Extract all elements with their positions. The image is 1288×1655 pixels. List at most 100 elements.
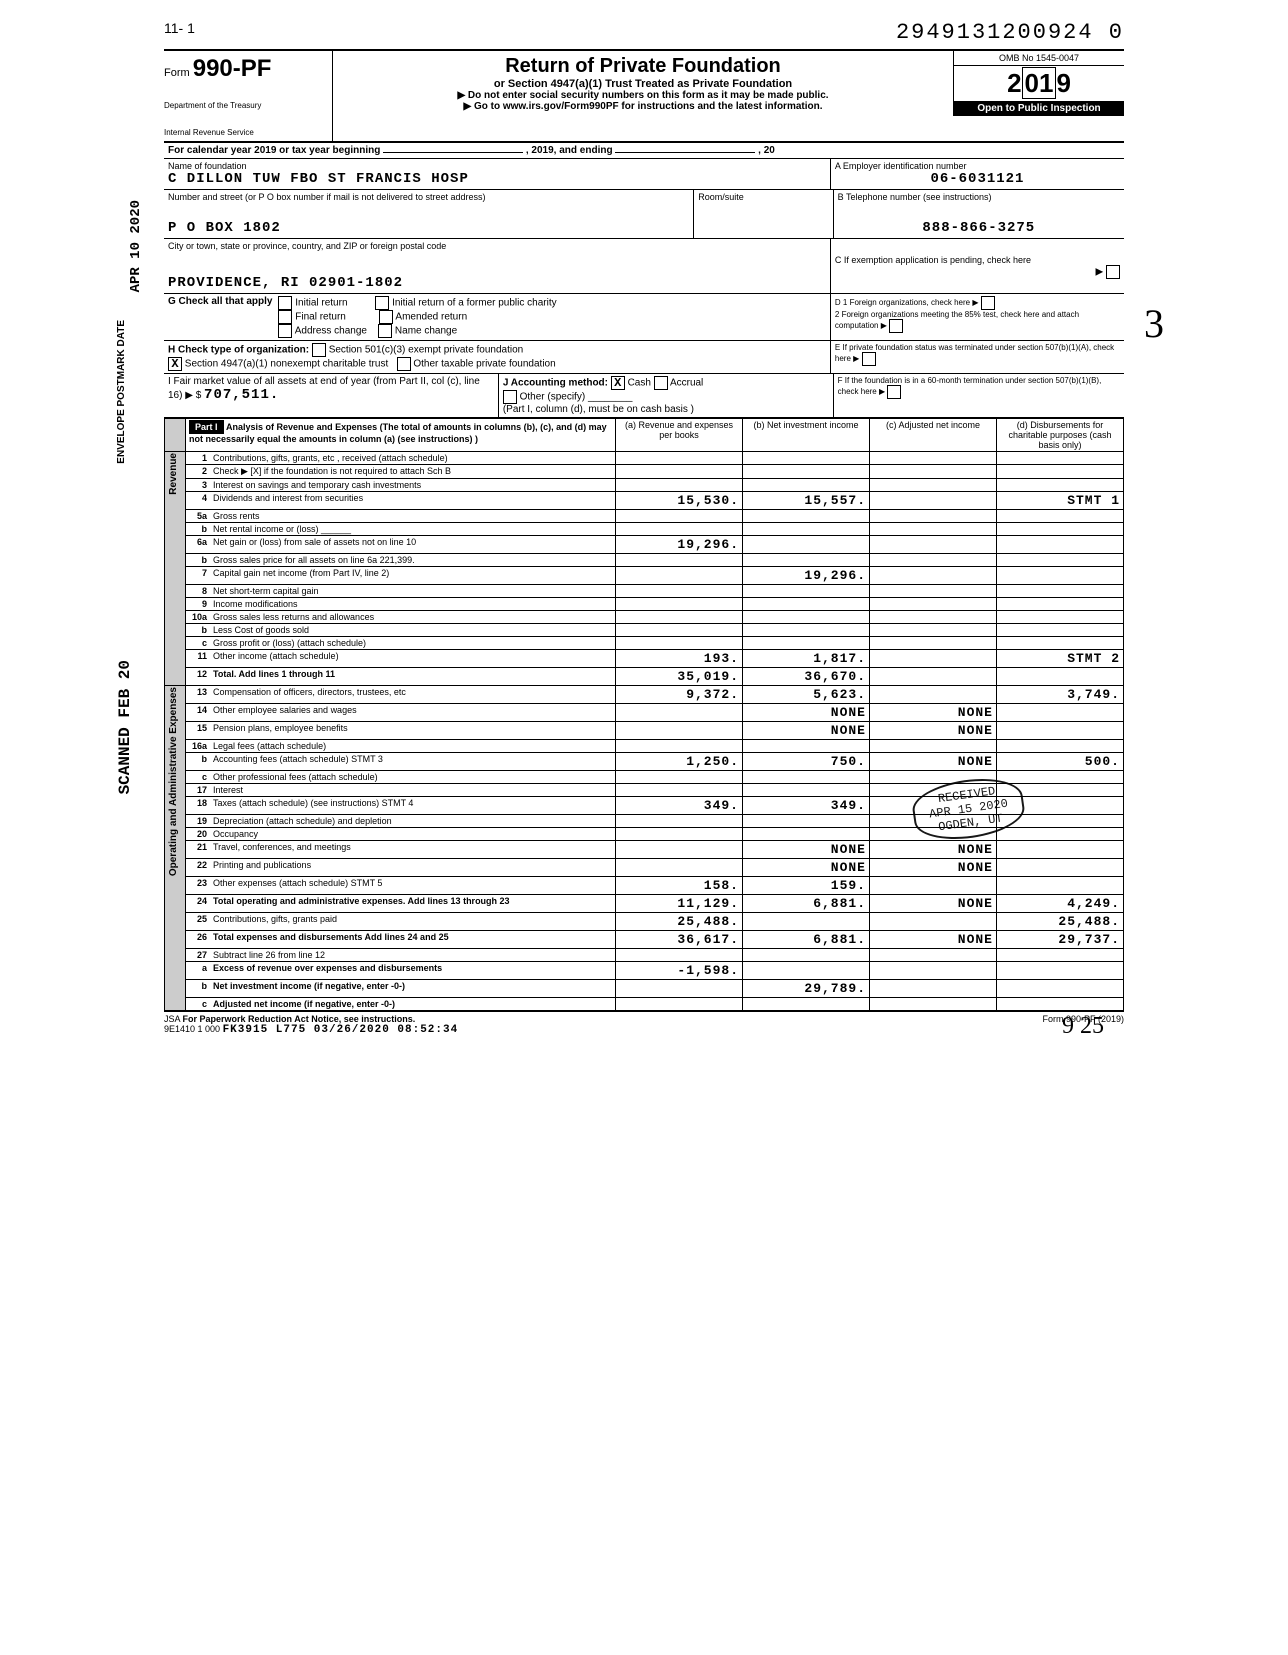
cell-col-b [743, 828, 870, 841]
e-label: E If private foundation status was termi… [835, 343, 1120, 366]
cell-col-c [870, 962, 997, 980]
cell-col-b: 159. [743, 877, 870, 895]
j-accrual: Accrual [670, 378, 703, 389]
j-cash: Cash [628, 378, 651, 389]
cell-col-c [870, 624, 997, 637]
cell-col-d [997, 828, 1124, 841]
line-description: Total operating and administrative expen… [210, 895, 616, 913]
dln-number: 2949131200924 0 [896, 20, 1124, 45]
cell-col-d [997, 998, 1124, 1011]
g-address-checkbox[interactable] [278, 324, 292, 338]
cell-col-b [743, 624, 870, 637]
cal-begin: For calendar year 2019 or tax year begin… [168, 145, 380, 156]
line-description: Gross sales price for all assets on line… [210, 554, 616, 567]
h3-checkbox[interactable] [397, 357, 411, 371]
line-description: Total expenses and disbursements Add lin… [210, 931, 616, 949]
line-number: 23 [186, 877, 211, 895]
cell-col-b [743, 962, 870, 980]
cell-col-b [743, 536, 870, 554]
j-note: (Part I, column (d), must be on cash bas… [503, 404, 694, 415]
h1-checkbox[interactable] [312, 343, 326, 357]
cell-col-b: 6,881. [743, 895, 870, 913]
j-accrual-checkbox[interactable] [654, 376, 668, 390]
cell-col-c [870, 686, 997, 704]
g-final-checkbox[interactable] [278, 310, 292, 324]
line-number: 4 [186, 492, 211, 510]
g-namechange-checkbox[interactable] [378, 324, 392, 338]
c-label: C If exemption application is pending, c… [835, 255, 1120, 265]
line-number: 18 [186, 797, 211, 815]
cell-col-b [743, 554, 870, 567]
line-number: 15 [186, 722, 211, 740]
cell-col-a: 9,372. [616, 686, 743, 704]
revenue-side-label: Revenue [168, 453, 179, 495]
cell-col-d [997, 668, 1124, 686]
col-c-head: (c) Adjusted net income [870, 419, 997, 452]
ein-label: A Employer identification number [835, 161, 1120, 171]
g-initial-checkbox[interactable] [278, 296, 292, 310]
j-other-checkbox[interactable] [503, 390, 517, 404]
d1-checkbox[interactable] [981, 296, 995, 310]
cell-col-d [997, 536, 1124, 554]
cell-col-a [616, 611, 743, 624]
omb-box: OMB No 1545-0047 2019 Open to Public Ins… [953, 51, 1124, 116]
cell-col-a [616, 740, 743, 753]
cell-col-a [616, 815, 743, 828]
table-row: bLess Cost of goods sold [165, 624, 1124, 637]
cell-col-a [616, 567, 743, 585]
cell-col-c [870, 536, 997, 554]
footer-stamp: FK3915 L775 03/26/2020 08:52:34 [223, 1024, 459, 1036]
jsa: JSA [164, 1014, 180, 1024]
addr-value: P O BOX 1802 [168, 220, 689, 236]
cell-col-a: 193. [616, 650, 743, 668]
g-amended-checkbox[interactable] [379, 310, 393, 324]
cell-col-c [870, 554, 997, 567]
g-former-checkbox[interactable] [375, 296, 389, 310]
line-description: Gross sales less returns and allowances [210, 611, 616, 624]
cell-col-b [743, 465, 870, 479]
j-cash-checkbox[interactable]: X [611, 376, 625, 390]
table-row: 5aGross rents [165, 510, 1124, 523]
line-number: b [186, 980, 211, 998]
form-subtitle: or Section 4947(a)(1) Trust Treated as P… [341, 78, 945, 90]
line-number: 19 [186, 815, 211, 828]
cell-col-d [997, 740, 1124, 753]
year-01: 01 [1022, 67, 1057, 99]
g-final: Final return [295, 312, 346, 323]
i-j-row: I Fair market value of all assets at end… [164, 374, 1124, 418]
cell-col-a [616, 704, 743, 722]
cell-col-c [870, 465, 997, 479]
city-c-row: City or town, state or province, country… [164, 239, 1124, 294]
line-number: 12 [186, 668, 211, 686]
line-number: b [186, 523, 211, 536]
line-number: 2 [186, 465, 211, 479]
envelope-postmark-label: ENVELOPE POSTMARK DATE [116, 320, 127, 464]
e-checkbox[interactable] [862, 352, 876, 366]
room-label: Room/suite [698, 192, 828, 202]
scanned-stamp: SCANNED FEB 20 [116, 660, 134, 794]
cell-col-b [743, 598, 870, 611]
cell-col-a [616, 510, 743, 523]
table-row: Operating and Administrative Expenses13C… [165, 686, 1124, 704]
table-row: 22Printing and publicationsNONENONE [165, 859, 1124, 877]
line-description: Subtract line 26 from line 12 [210, 949, 616, 962]
part1-table: Part I Analysis of Revenue and Expenses … [164, 418, 1124, 1011]
dept-treasury: Department of the Treasury [164, 101, 324, 110]
table-row: 8Net short-term capital gain [165, 585, 1124, 598]
cell-col-d: 4,249. [997, 895, 1124, 913]
f-checkbox[interactable] [887, 385, 901, 399]
line-number: 24 [186, 895, 211, 913]
line-description: Travel, conferences, and meetings [210, 841, 616, 859]
g-initial: Initial return [295, 298, 347, 309]
cell-col-b [743, 479, 870, 492]
cell-col-a: 25,488. [616, 913, 743, 931]
h2-checkbox[interactable]: X [168, 357, 182, 371]
cell-col-d [997, 637, 1124, 650]
c-checkbox[interactable] [1106, 265, 1120, 279]
cell-col-a: 1,250. [616, 753, 743, 771]
pra-notice: For Paperwork Reduction Act Notice, see … [183, 1014, 416, 1024]
cell-col-b: NONE [743, 704, 870, 722]
line-number: 7 [186, 567, 211, 585]
cell-col-d: 3,749. [997, 686, 1124, 704]
d2-checkbox[interactable] [889, 319, 903, 333]
